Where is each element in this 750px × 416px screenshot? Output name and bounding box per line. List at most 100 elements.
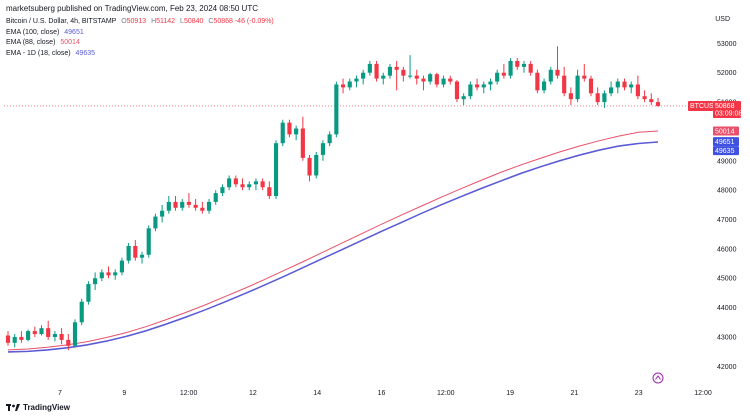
candle bbox=[72, 319, 78, 348]
low-value: 50840 bbox=[183, 18, 204, 25]
candle bbox=[287, 119, 292, 138]
candle-body bbox=[381, 75, 386, 79]
candle-body bbox=[548, 69, 553, 82]
x-tick-label: 16 bbox=[378, 390, 386, 397]
candle-body bbox=[428, 74, 433, 82]
candle-body bbox=[340, 84, 346, 88]
candle-body bbox=[314, 154, 319, 176]
candle-body bbox=[307, 157, 312, 176]
legend-ema88-value: 50014 bbox=[60, 39, 80, 46]
candle-body bbox=[602, 93, 607, 103]
candle bbox=[595, 87, 600, 106]
candle bbox=[528, 60, 533, 76]
candle bbox=[160, 204, 165, 223]
close-label: C bbox=[208, 18, 214, 25]
y-tick-label: 49000 bbox=[717, 158, 737, 165]
candle-body bbox=[655, 102, 661, 106]
symbol-row[interactable]: Bitcoin / U.S. Dollar, 4h, BITSTAMP O509… bbox=[6, 17, 274, 28]
candle-body bbox=[240, 184, 245, 188]
candle bbox=[260, 178, 265, 191]
candle bbox=[515, 58, 520, 70]
candle-body bbox=[233, 178, 238, 185]
high-label: H bbox=[151, 18, 157, 25]
candle bbox=[133, 240, 138, 261]
candle-body bbox=[461, 96, 466, 100]
replay-icon[interactable] bbox=[652, 372, 664, 384]
candle-body bbox=[488, 81, 493, 85]
candle bbox=[19, 331, 24, 343]
open-label: O bbox=[121, 18, 127, 25]
candle bbox=[495, 69, 500, 85]
candle bbox=[602, 90, 607, 108]
candle-body bbox=[649, 99, 654, 103]
candle-body bbox=[300, 128, 305, 158]
y-tick-label: 44000 bbox=[717, 305, 737, 312]
legend-ema88-label: EMA (88, close) bbox=[6, 39, 56, 46]
candle-body bbox=[468, 84, 473, 97]
x-tick-label: 12:00 bbox=[694, 390, 712, 397]
candle bbox=[367, 60, 372, 76]
candle-body bbox=[86, 284, 91, 302]
candle bbox=[12, 334, 17, 348]
x-tick-label: 19 bbox=[506, 390, 514, 397]
candle bbox=[59, 328, 64, 345]
candle-body bbox=[26, 331, 31, 340]
legend-ema88[interactable]: EMA (88, close) 50014 bbox=[6, 38, 274, 49]
candle-body bbox=[160, 210, 165, 217]
time-axis: 7 9 12:00 12 14 16 12:00 19 21 23 12:00 bbox=[58, 390, 712, 397]
candle-body bbox=[562, 75, 567, 94]
candle bbox=[253, 178, 259, 191]
last-price-tag-bg bbox=[713, 100, 741, 118]
candle bbox=[300, 116, 305, 161]
ticker-tag-text: BTCUSD bbox=[690, 103, 719, 110]
candle-body bbox=[334, 84, 339, 135]
candle-body bbox=[454, 81, 460, 100]
candle-body bbox=[72, 322, 78, 346]
candle-body bbox=[354, 78, 359, 82]
y-tick-label: 46000 bbox=[717, 246, 737, 253]
candle-body bbox=[609, 87, 614, 94]
x-tick-label: 12:00 bbox=[437, 390, 455, 397]
candle bbox=[52, 331, 57, 342]
candle-body bbox=[448, 78, 453, 82]
last-price-tag-text: 50868 bbox=[715, 103, 735, 110]
y-tick-label: 52000 bbox=[717, 70, 737, 77]
candle-body bbox=[200, 207, 205, 211]
legend-ema100[interactable]: EMA (100, close) 49651 bbox=[6, 28, 274, 39]
candle bbox=[354, 75, 359, 88]
candle bbox=[568, 87, 573, 106]
candle-body bbox=[441, 78, 446, 85]
candle-body bbox=[629, 84, 634, 88]
close-value: 50868 bbox=[213, 18, 233, 25]
candle-body bbox=[186, 201, 192, 205]
ema1d-tag-bg bbox=[713, 146, 739, 156]
candle bbox=[508, 58, 513, 79]
ema100-tag-bg bbox=[713, 137, 739, 147]
ema88-tag-bg bbox=[713, 126, 739, 136]
candle bbox=[267, 181, 272, 199]
candle-body bbox=[193, 204, 198, 208]
candle-body bbox=[347, 81, 352, 88]
currency-label[interactable]: USD bbox=[715, 16, 730, 23]
candle bbox=[421, 75, 426, 91]
candle-body bbox=[327, 134, 332, 144]
candle bbox=[521, 60, 527, 73]
candle-body bbox=[582, 75, 587, 79]
y-tick-label: 53000 bbox=[717, 41, 737, 48]
ema-lines bbox=[7, 130, 659, 353]
candle bbox=[146, 225, 151, 258]
candle bbox=[166, 196, 171, 214]
candle bbox=[153, 213, 158, 232]
candle-body bbox=[294, 128, 299, 135]
footer-brand[interactable]: TradingView bbox=[6, 403, 70, 412]
candle-body bbox=[535, 72, 540, 91]
candle bbox=[381, 72, 386, 85]
ema-1d-line bbox=[7, 141, 659, 353]
legend-ema1d[interactable]: EMA - 1D (18, close) 49635 bbox=[6, 49, 274, 60]
candle bbox=[407, 55, 413, 79]
candle bbox=[200, 201, 205, 214]
candle bbox=[428, 72, 433, 85]
ema100-tag: 49651 bbox=[713, 137, 739, 147]
ema88-tag-text: 50014 bbox=[715, 129, 735, 136]
